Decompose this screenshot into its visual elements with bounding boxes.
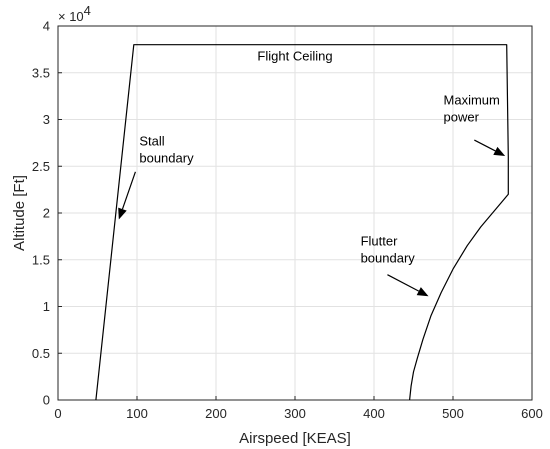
y-tick-label: 1.5 — [32, 252, 50, 267]
annotation-text: Maximum power — [444, 93, 500, 125]
annotation-line: power — [444, 110, 480, 125]
annotation-text: Flight Ceiling — [257, 49, 332, 64]
annotation-text: Stall boundary — [139, 134, 194, 166]
annotation-text: Flutter boundary — [361, 234, 416, 266]
y-axis-exponent: × 104 — [58, 3, 91, 24]
annotation-arrow-head — [118, 207, 127, 220]
x-axis-label: Airspeed [KEAS] — [239, 430, 351, 447]
y-tick-label: 2.5 — [32, 159, 50, 174]
annotation-line: Flutter — [361, 234, 399, 249]
x-tick-label: 500 — [442, 406, 464, 421]
axis-ticks: 0 100 200 300 400 500 600 0 0.5 1 1.5 2 2.5 3 3.5 4 — [32, 19, 543, 422]
y-exponent-power: 4 — [84, 3, 91, 18]
annotation-line: Flight Ceiling — [257, 49, 332, 64]
grid-lines — [57, 25, 533, 401]
y-tick-label: 3 — [43, 112, 50, 127]
annotation-arrow-shaft — [121, 171, 136, 210]
envelope-line — [95, 44, 509, 401]
annotation-arrow-shaft — [387, 274, 420, 292]
x-tick-label: 300 — [284, 406, 306, 421]
annotation-arrow-shaft — [474, 139, 496, 152]
y-tick-label: 4 — [43, 19, 50, 34]
series-layer — [95, 44, 509, 401]
annotations: Flight Ceiling Stall boundary Maximum power F… — [118, 49, 506, 297]
x-tick-label: 600 — [521, 406, 543, 421]
y-axis-label: Altitude [Ft] — [11, 175, 28, 251]
y-tick-label: 0.5 — [32, 346, 50, 361]
annotation-line: boundary — [139, 151, 194, 166]
annotation-line: Maximum — [444, 93, 500, 108]
annotation-line: boundary — [361, 251, 416, 266]
y-tick-label: 2 — [43, 206, 50, 221]
annotation-line: Stall — [139, 134, 164, 149]
x-tick-label: 100 — [126, 406, 148, 421]
y-exponent-base: × 10 — [58, 9, 84, 24]
y-tick-label: 0 — [43, 393, 50, 408]
annotation-arrow-head — [416, 287, 429, 297]
x-tick-label: 200 — [205, 406, 227, 421]
x-tick-label: 400 — [363, 406, 385, 421]
annotation-arrow-head — [493, 146, 506, 156]
y-tick-label: 1 — [43, 299, 50, 314]
y-tick-label: 3.5 — [32, 65, 50, 80]
x-tick-label: 0 — [54, 406, 61, 421]
